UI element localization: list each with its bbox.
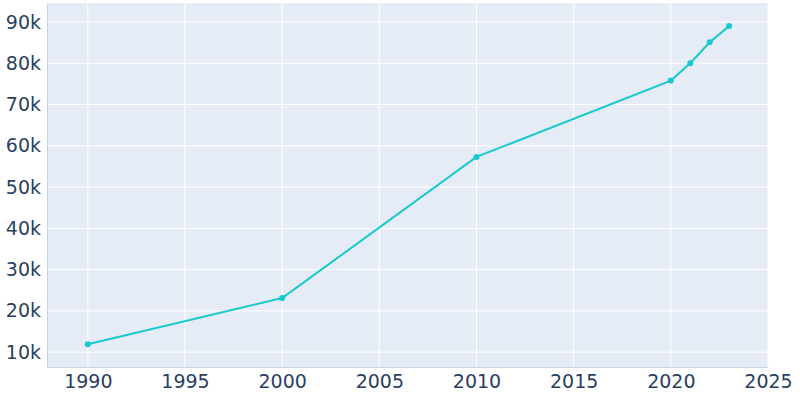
x-axis: 1990 1995 2000 2005 2010 2015 2020 2025 — [48, 367, 793, 392]
y-tick: 40k — [6, 217, 47, 239]
x-tick: 1990 — [64, 367, 112, 392]
y-tick: 70k — [6, 93, 47, 115]
x-tick: 1995 — [161, 367, 209, 392]
y-tick-label: 60k — [6, 134, 41, 156]
y-tick: 80k — [6, 52, 47, 74]
grid-line — [282, 3, 283, 367]
marker — [687, 60, 693, 66]
grid-line — [47, 310, 768, 311]
marker — [668, 78, 674, 84]
grid-line — [47, 187, 768, 188]
grid-line — [670, 3, 671, 367]
y-tick: 20k — [6, 299, 47, 321]
plot: 1990 1995 2000 2005 2010 2015 2020 2025 10k 20k 30… — [6, 3, 793, 392]
x-tick: 2015 — [550, 367, 598, 392]
y-tick-label: 20k — [6, 299, 41, 321]
x-tick-label: 1990 — [64, 370, 112, 392]
grid-line — [47, 269, 768, 270]
x-tick: 2020 — [647, 367, 695, 392]
x-tick: 2025 — [744, 367, 792, 392]
x-tick: 2005 — [356, 367, 404, 392]
plot-background — [47, 3, 768, 367]
y-tick-label: 40k — [6, 217, 41, 239]
y-tick-label: 30k — [6, 258, 41, 280]
y-tick: 50k — [6, 176, 47, 198]
grid-line — [47, 104, 768, 105]
x-tick-label: 2025 — [744, 370, 792, 392]
grid-line — [47, 21, 768, 22]
marker — [473, 154, 479, 160]
y-tick-label: 10k — [6, 341, 41, 363]
marker — [279, 295, 285, 301]
x-tick-label: 2000 — [258, 370, 306, 392]
y-tick-label: 50k — [6, 176, 41, 198]
grid-line — [573, 3, 574, 367]
y-tick: 30k — [6, 258, 47, 280]
grid — [47, 3, 768, 367]
y-axis-line — [47, 4, 48, 368]
grid-line — [379, 3, 380, 367]
x-tick-label: 1995 — [161, 370, 209, 392]
x-axis-line — [48, 367, 769, 368]
y-tick-label: 90k — [6, 11, 41, 33]
grid-line — [476, 3, 477, 367]
grid-line — [768, 3, 769, 367]
grid-line — [87, 3, 88, 367]
x-tick-label: 2015 — [550, 370, 598, 392]
marker — [85, 341, 91, 347]
y-tick-label: 80k — [6, 52, 41, 74]
y-tick: 90k — [6, 11, 47, 33]
marker — [707, 39, 713, 45]
grid-line — [47, 63, 768, 64]
y-axis: 10k 20k 30k 40k 50k 60k 70k 80k 90k — [6, 4, 48, 368]
x-tick: 2000 — [258, 367, 306, 392]
y-tick-label: 70k — [6, 93, 41, 115]
x-tick-label: 2020 — [647, 370, 695, 392]
series — [85, 23, 732, 347]
grid-line — [184, 3, 185, 367]
x-tick-label: 2005 — [356, 370, 404, 392]
y-tick: 10k — [6, 341, 47, 363]
grid-line — [47, 352, 768, 353]
chart: 1990 1995 2000 2005 2010 2015 2020 2025 10k 20k 30… — [0, 0, 800, 400]
line — [88, 26, 729, 344]
x-tick: 2010 — [453, 367, 501, 392]
marker — [726, 23, 732, 29]
y-tick: 60k — [6, 134, 47, 156]
grid-line — [47, 228, 768, 229]
grid-line — [47, 145, 768, 146]
x-tick-label: 2010 — [453, 370, 501, 392]
